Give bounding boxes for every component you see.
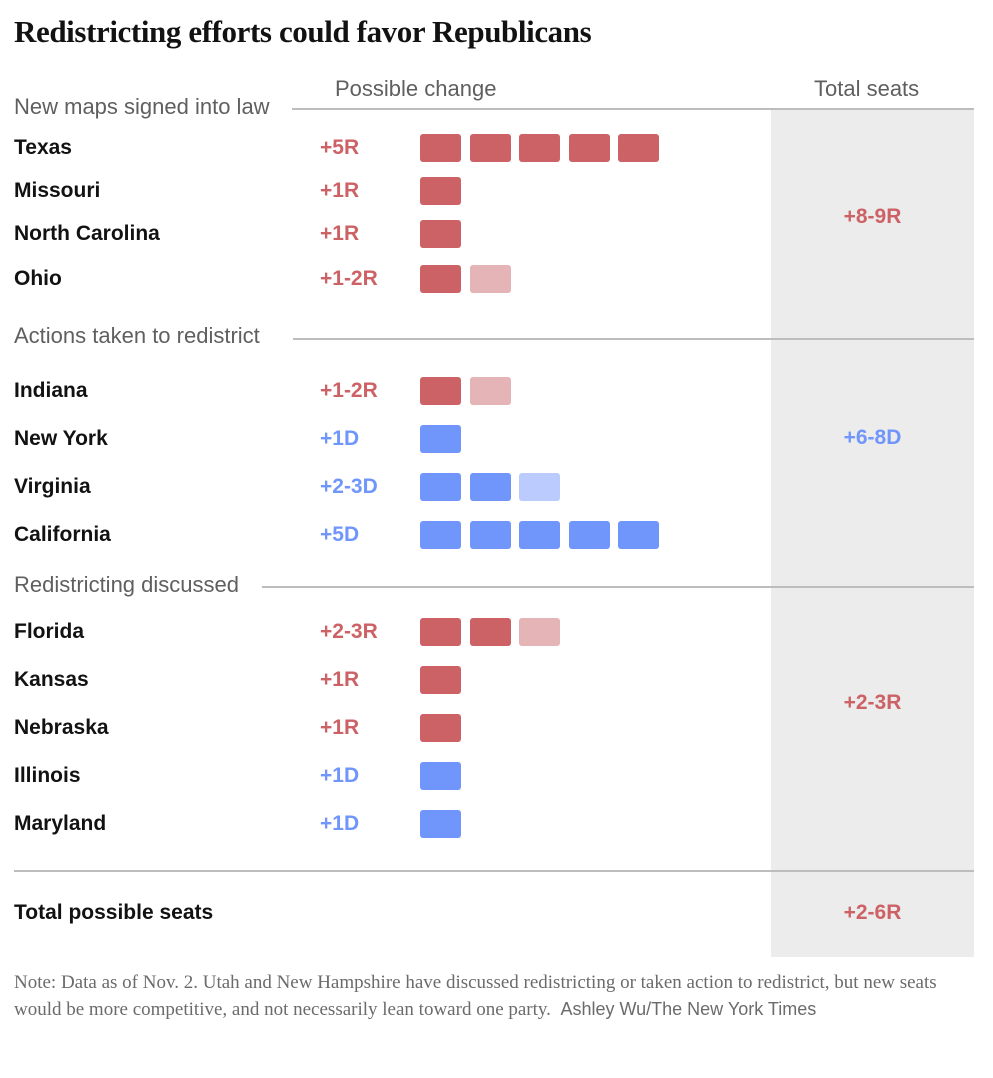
state-name-texas: Texas <box>14 136 72 159</box>
change-value-texas: +5R <box>320 136 360 159</box>
credit-line: Ashley Wu/The New York Times <box>560 999 817 1019</box>
seat-square <box>568 134 610 162</box>
state-name-missouri: Missouri <box>14 179 101 202</box>
footnote: Note: Data as of Nov. 2. Utah and New Ha… <box>14 970 974 1023</box>
change-value-nebraska: +1R <box>320 716 360 739</box>
total-possible-seats-label: Total possible seats <box>14 901 214 924</box>
seat-square <box>420 714 461 742</box>
change-value-kansas: +1R <box>320 668 360 691</box>
seat-square <box>420 134 461 162</box>
section-label-redistricting-discussed: Redistricting discussed <box>14 572 239 597</box>
chart-title: Redistricting efforts could favor Republ… <box>14 14 592 49</box>
section-total-actions-taken-to-redistrict: +6-8D <box>843 426 902 449</box>
seat-square <box>519 134 560 162</box>
state-name-florida: Florida <box>14 620 85 643</box>
change-value-missouri: +1R <box>320 179 360 202</box>
change-value-illinois: +1D <box>320 764 360 787</box>
change-value-florida: +2-3R <box>320 620 378 643</box>
seat-square <box>420 473 461 501</box>
possible-seat-square <box>519 618 560 646</box>
change-value-north-carolina: +1R <box>320 222 360 245</box>
state-name-new-york: New York <box>14 427 108 450</box>
state-name-california: California <box>14 523 111 546</box>
state-name-ohio: Ohio <box>14 267 62 290</box>
total-rule <box>14 870 974 872</box>
state-name-virginia: Virginia <box>14 475 91 498</box>
section-rule <box>292 108 974 110</box>
seat-square <box>420 265 461 293</box>
total-seats-header: Total seats <box>814 76 920 101</box>
state-name-nebraska: Nebraska <box>14 716 109 739</box>
seat-square <box>618 521 659 549</box>
section-rule <box>293 338 974 340</box>
possible-seat-square <box>519 473 560 501</box>
seat-square <box>469 473 511 501</box>
seat-square <box>568 521 610 549</box>
possible-seat-square <box>469 265 511 293</box>
section-rule <box>262 586 974 588</box>
change-value-indiana: +1-2R <box>320 379 378 402</box>
change-value-california: +5D <box>320 523 360 546</box>
state-name-maryland: Maryland <box>14 812 107 835</box>
seat-square <box>420 521 461 549</box>
change-value-maryland: +1D <box>320 812 360 835</box>
possible-change-header: Possible change <box>335 76 497 101</box>
total-possible-seats-value: +2-6R <box>843 901 902 924</box>
section-label-actions-taken-to-redistrict: Actions taken to redistrict <box>14 323 260 348</box>
seat-square <box>469 618 511 646</box>
total-seats-column-background <box>771 108 974 957</box>
seat-square <box>420 220 461 248</box>
seat-square <box>420 618 461 646</box>
state-name-kansas: Kansas <box>14 668 89 691</box>
section-label-new-maps-signed-into-law: New maps signed into law <box>14 94 270 119</box>
change-value-ohio: +1-2R <box>320 267 378 290</box>
seat-square <box>519 521 560 549</box>
change-value-new-york: +1D <box>320 427 360 450</box>
seat-square <box>420 377 461 405</box>
seat-square <box>420 810 461 838</box>
state-name-north-carolina: North Carolina <box>14 222 160 245</box>
state-name-illinois: Illinois <box>14 764 81 787</box>
seat-square <box>420 425 461 453</box>
seat-square <box>420 666 461 694</box>
footnote-text: Note: Data as of Nov. 2. Utah and New Ha… <box>14 972 937 1020</box>
seat-square <box>469 134 511 162</box>
change-value-virginia: +2-3D <box>320 475 378 498</box>
section-total-redistricting-discussed: +2-3R <box>843 691 902 714</box>
seat-square <box>469 521 511 549</box>
seat-square <box>420 762 461 790</box>
possible-seat-square <box>469 377 511 405</box>
section-total-new-maps-signed-into-law: +8-9R <box>843 205 902 228</box>
seat-square <box>618 134 659 162</box>
state-name-indiana: Indiana <box>14 379 88 402</box>
seat-square <box>420 177 461 205</box>
